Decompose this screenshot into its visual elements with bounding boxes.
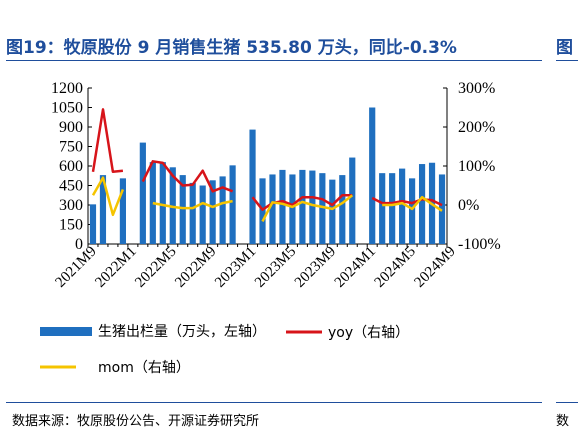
left-axis-tick-label: 1200 [51,80,83,97]
bar-output-volume [139,142,146,244]
bar-output-volume [99,175,107,244]
bar-output-volume [89,204,97,244]
left-axis-tick-label: 900 [59,119,83,136]
left-axis-tick-label: 1050 [51,100,83,117]
x-axis-tick-label: 2022M5 [132,244,179,291]
x-axis-tick-label: 2023M5 [252,244,299,291]
figure-title: 图19：牧原股份 9 月销售生猪 535.80 万头，同比-0.3% [6,38,457,58]
right-axis-tick-label: 100% [458,158,495,175]
adjacent-figure-title-fragment: 图 [556,38,573,58]
x-axis-tick-label: 2024M5 [372,244,419,291]
x-axis-tick-label: 2023M1 [212,244,259,291]
x-axis-tick-label: 2024M9 [412,244,459,291]
right-axis-tick-label: 0% [458,197,479,214]
mom-line [261,194,354,222]
bar-output-volume [219,176,226,244]
bar-output-volume [399,168,406,244]
bar-output-volume [269,174,276,244]
left-axis-tick-label: 750 [59,139,83,156]
x-axis-tick-label: 2023M9 [292,244,339,291]
bar-output-volume [199,185,206,244]
legend-swatch-bars [40,327,92,336]
bar-output-volume [119,178,126,244]
left-axis-tick-label: 600 [59,158,83,175]
source-rule [6,402,542,403]
bar-output-volume [289,174,296,244]
bar-output-volume [179,175,186,244]
mom-line [91,176,125,217]
yoy-line [251,194,353,211]
source-rule-adjacent [556,402,578,403]
x-axis-tick-label: 2022M1 [92,244,139,291]
bar-output-volume [309,170,316,244]
adjacent-source-fragment: 数 [556,414,570,429]
legend-label-mom: mom（右轴） [98,360,190,376]
bar-output-volume [389,173,396,244]
bar-output-volume [249,129,256,244]
bar-output-volume [329,179,336,244]
right-axis-tick-label: 300% [458,80,495,97]
bar-output-volume [379,173,386,244]
yoy-line [91,108,124,174]
x-axis-tick-label: 2022M9 [172,244,219,291]
legend-label-bars: 生猪出栏量（万头，左轴） [98,324,266,340]
bar-output-volume [339,175,346,244]
bar-output-volume [369,107,376,244]
bar-output-volume [189,182,196,244]
bar-output-volume [409,178,416,244]
bar-output-volume [259,178,266,244]
yoy-line [371,196,443,207]
left-axis-tick-label: 0 [75,236,83,253]
left-axis-tick-label: 150 [59,217,83,234]
bar-output-volume [279,169,286,244]
bar-output-volume [299,169,306,244]
title-rule [6,60,542,61]
bar-output-volume [209,180,216,244]
bar-output-volume [229,165,236,244]
left-axis-tick-label: 300 [59,197,83,214]
left-axis-tick-label: 450 [59,178,83,195]
right-axis-tick-label: 200% [458,119,495,136]
bar-output-volume [319,173,326,244]
yoy-line [141,160,234,193]
x-axis-tick-label: 2024M1 [332,244,379,291]
mom-line [382,195,443,212]
legend-label-yoy: yoy（右轴） [328,325,409,341]
title-rule-adjacent [556,60,578,61]
bar-output-volume [159,162,166,244]
right-axis-tick-label: -100% [458,236,501,253]
mom-line [152,199,233,210]
bar-output-volume [418,164,426,244]
source-note: 数据来源：牧原股份公告、开源证券研究所 [12,414,260,429]
bar-output-volume [438,174,446,244]
bar-output-volume [349,157,356,244]
